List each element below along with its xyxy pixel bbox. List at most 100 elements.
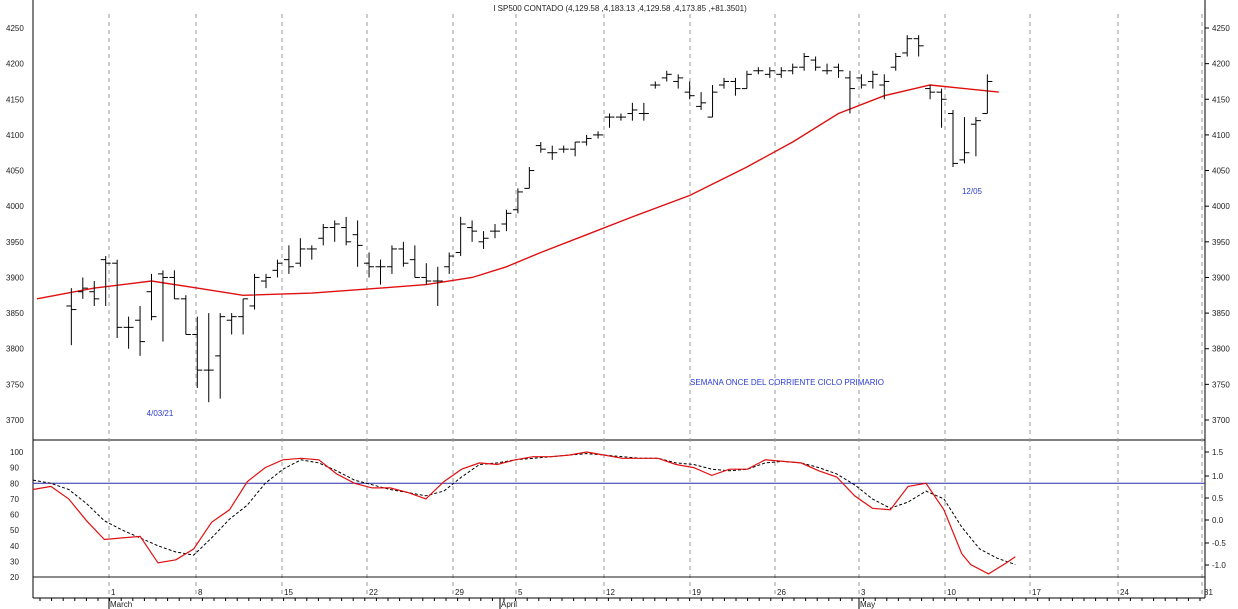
ohlc-bar — [615, 113, 626, 121]
ohlc-bar — [386, 245, 397, 274]
ohlc-bar — [455, 216, 466, 257]
oscillator-tick-label-left: 40 — [10, 542, 19, 551]
date-tick-label: 31 — [1204, 588, 1213, 597]
price-tick-label-left: 4200 — [6, 60, 24, 69]
ohlc-bar — [77, 277, 88, 299]
oscillator-tick-label-left: 70 — [10, 495, 19, 504]
ohlc-bar — [936, 88, 947, 128]
price-tick-label-left: 4150 — [6, 95, 24, 104]
price-tick-label-right: 4050 — [1212, 167, 1230, 176]
ohlc-bar — [707, 85, 718, 118]
ohlc-bar — [925, 85, 936, 100]
ohlc-bar — [776, 67, 787, 78]
date-tick-label: 3 — [861, 588, 866, 597]
ohlc-bar — [261, 273, 271, 289]
ohlc-bar — [661, 70, 672, 82]
date-tick-label: 22 — [369, 588, 378, 597]
oscillator-axis: 20 30 40 50 60 70 80 90 100 1.5 1.0 0.5 0.0 -0.5 -1.0 — [10, 448, 1226, 582]
ohlc-bar — [341, 216, 352, 246]
oscillator-tick-label-left: 80 — [10, 479, 19, 488]
ohlc-bar — [421, 263, 432, 285]
annotation-recent-date: 12/05 — [962, 187, 983, 196]
date-tick-label: 24 — [1120, 588, 1129, 597]
ohlc-bar — [444, 252, 455, 274]
ohlc-bar — [238, 298, 249, 335]
ohlc-bar — [112, 259, 123, 339]
ohlc-bar — [764, 67, 775, 78]
ohlc-bar — [581, 134, 592, 146]
date-tick-label: 5 — [518, 588, 523, 597]
oscillator-tick-label-left: 50 — [10, 526, 19, 535]
price-tick-label-left: 3800 — [6, 345, 24, 354]
date-tick-label: 8 — [198, 588, 203, 597]
ohlc-bar — [318, 224, 329, 246]
ohlc-bar — [169, 270, 180, 300]
ohlc-bar — [902, 35, 913, 57]
price-tick-label-left: 4100 — [6, 131, 24, 140]
ohlc-bar — [157, 270, 168, 342]
ohlc-bar — [948, 109, 958, 167]
month-label: May — [860, 600, 875, 609]
annotation-cycle-note: SEMANA ONCE DEL CORRIENTE CICLO PRIMARIO — [690, 378, 884, 387]
ohlc-bar — [730, 77, 741, 96]
date-axis: 1 8 15 22 29 5 12 19 26 3 10 17 24 31 March April May — [39, 588, 1213, 609]
oscillator-tick-label-right: -0.5 — [1212, 539, 1226, 548]
ohlc-bar — [673, 74, 684, 89]
price-tick-label-right: 3700 — [1212, 416, 1230, 425]
oscillator-tick-label-right: 0.0 — [1212, 516, 1224, 525]
ohlc-bar — [822, 63, 833, 75]
ohlc-bar — [570, 141, 581, 157]
date-tick-label: 15 — [284, 588, 293, 597]
ohlc-bar — [512, 188, 523, 214]
ohlc-bar — [879, 74, 890, 100]
oscillator-tick-label-left: 60 — [10, 511, 19, 520]
ohlc-bar — [203, 313, 214, 403]
price-tick-label-right: 3900 — [1212, 273, 1230, 282]
price-tick-label-right: 3750 — [1212, 380, 1230, 389]
oscillator-tick-label-left: 20 — [10, 573, 19, 582]
price-tick-label-right: 4150 — [1212, 95, 1230, 104]
ohlc-bar — [180, 295, 191, 335]
ohlc-bar — [123, 316, 134, 349]
date-tick-label: 12 — [606, 588, 615, 597]
ohlc-bar — [638, 102, 649, 121]
ohlc-bar — [753, 67, 764, 75]
ohlc-bar — [352, 220, 363, 267]
ohlc-bar — [283, 245, 294, 274]
ohlc-bar — [329, 220, 340, 242]
ohlc-bar — [306, 245, 317, 260]
ohlc-bar — [364, 252, 375, 278]
vertical-gridlines — [108, 14, 1203, 598]
price-tick-label-right: 3850 — [1212, 309, 1230, 318]
price-tick-label-right: 4200 — [1212, 60, 1230, 69]
oscillator-tick-label-right: 1.0 — [1212, 472, 1224, 481]
ohlc-bar — [478, 231, 489, 249]
ohlc-bar — [295, 238, 306, 267]
ohlc-bar — [970, 117, 981, 157]
date-tick-label: 17 — [1032, 588, 1041, 597]
moving-average — [36, 84, 999, 300]
oscillator-tick-label-left: 90 — [10, 464, 19, 473]
ohlc-bar — [787, 63, 798, 75]
price-tick-label-right: 3800 — [1212, 345, 1230, 354]
price-tick-label-left: 4250 — [6, 24, 24, 33]
date-tick-label: 19 — [692, 588, 701, 597]
stochastic-k-line — [32, 451, 1016, 575]
ohlc-bar — [66, 288, 77, 346]
ohlc-bar — [810, 56, 821, 71]
ohlc-bar — [89, 281, 100, 306]
ohlc-bar — [490, 224, 500, 239]
ohlc-bar — [696, 92, 707, 110]
chart-frame — [32, 0, 1206, 599]
date-tick-label: 26 — [777, 588, 786, 597]
ohlc-bar — [890, 52, 901, 71]
price-tick-label-left: 3950 — [6, 238, 24, 247]
price-tick-label-left: 3850 — [6, 309, 24, 318]
ohlc-bar — [799, 52, 810, 71]
ohlc-bar — [856, 74, 867, 89]
oscillator-tick-label-right: 1.5 — [1212, 448, 1224, 457]
month-label: April — [501, 600, 517, 609]
ohlc-bar — [467, 220, 478, 242]
ohlc-bar — [604, 113, 615, 128]
ohlc-bar — [684, 81, 695, 100]
